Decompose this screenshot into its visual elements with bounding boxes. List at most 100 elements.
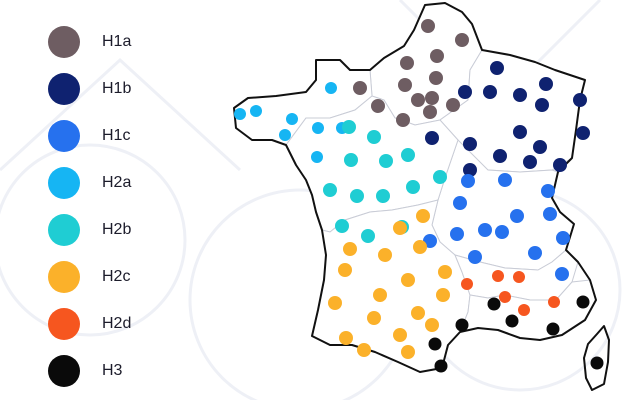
marker-h2c	[401, 273, 415, 287]
marker-h2b	[367, 130, 381, 144]
marker-h2c	[328, 296, 342, 310]
marker-h1b	[490, 61, 504, 75]
legend-item-h3: H3	[48, 347, 198, 394]
marker-h1c	[478, 223, 492, 237]
marker-h1c	[543, 207, 557, 221]
marker-h1a	[455, 33, 469, 47]
marker-h2a	[325, 82, 337, 94]
marker-h1b	[573, 93, 587, 107]
marker-h2d	[499, 291, 511, 303]
marker-h1b	[483, 85, 497, 99]
marker-h2c	[343, 242, 357, 256]
marker-h3	[576, 295, 590, 309]
marker-h1b	[458, 85, 472, 99]
marker-h1c	[541, 184, 555, 198]
legend-label: H3	[102, 361, 123, 379]
marker-h1c	[461, 174, 475, 188]
marker-h1c	[450, 227, 464, 241]
marker-h1b	[463, 137, 477, 151]
marker-h1a	[400, 56, 414, 70]
marker-h1c	[555, 267, 569, 281]
marker-h2c	[393, 328, 407, 342]
marker-h3	[590, 356, 604, 370]
marker-h2b	[335, 219, 349, 233]
marker-h1b	[535, 98, 549, 112]
marker-h1b	[533, 140, 547, 154]
marker-h3	[455, 318, 469, 332]
marker-h2b	[433, 170, 447, 184]
marker-h1c	[495, 225, 509, 239]
marker-h1a	[423, 105, 437, 119]
corsica-outline	[583, 325, 610, 391]
marker-h2a	[234, 108, 246, 120]
marker-h1b	[425, 131, 439, 145]
marker-h2b	[342, 120, 356, 134]
legend-item-h2a: H2a	[48, 159, 198, 206]
marker-h2c	[413, 240, 427, 254]
marker-h2b	[401, 148, 415, 162]
marker-h1c	[498, 173, 512, 187]
legend-label: H2c	[102, 267, 131, 285]
marker-h1b	[493, 149, 507, 163]
marker-h2a	[312, 122, 324, 134]
marker-h3	[434, 359, 448, 373]
marker-h2c	[438, 265, 452, 279]
marker-h2b	[350, 189, 364, 203]
legend-item-h1a: H1a	[48, 18, 198, 65]
legend-swatch	[48, 354, 80, 387]
marker-h1c	[453, 196, 467, 210]
marker-h1c	[510, 209, 524, 223]
marker-h1a	[430, 49, 444, 63]
marker-h2b	[406, 180, 420, 194]
marker-h2d	[461, 278, 473, 290]
marker-h1b	[523, 155, 537, 169]
legend-item-h1c: H1c	[48, 112, 198, 159]
legend-swatch	[48, 166, 80, 199]
legend-label: H1b	[102, 79, 132, 97]
marker-h1a	[425, 91, 439, 105]
marker-h2c	[393, 221, 407, 235]
legend-label: H2a	[102, 173, 132, 191]
marker-h2b	[379, 154, 393, 168]
marker-h2c	[401, 345, 415, 359]
marker-h2b	[376, 189, 390, 203]
legend-item-h2c: H2c	[48, 253, 198, 300]
legend-swatch	[48, 260, 80, 293]
marker-h1c	[528, 246, 542, 260]
legend-item-h1b: H1b	[48, 65, 198, 112]
marker-h2c	[339, 331, 353, 345]
marker-h2a	[250, 105, 262, 117]
marker-h2d	[548, 296, 560, 308]
marker-h2b	[344, 153, 358, 167]
marker-h2d	[492, 270, 504, 282]
legend-swatch	[48, 25, 80, 58]
marker-h1a	[421, 19, 435, 33]
marker-h1a	[353, 81, 367, 95]
marker-h3	[546, 322, 560, 336]
marker-h1a	[371, 99, 385, 113]
legend-swatch	[48, 213, 80, 246]
marker-h1b	[513, 125, 527, 139]
marker-h1c	[556, 231, 570, 245]
marker-h2c	[357, 343, 371, 357]
marker-h3	[487, 297, 501, 311]
marker-h2d	[518, 304, 530, 316]
marker-h2a	[286, 113, 298, 125]
marker-h2d	[513, 271, 525, 283]
marker-h2c	[378, 248, 392, 262]
legend-swatch	[48, 119, 80, 152]
legend-label: H1c	[102, 126, 131, 144]
marker-h1b	[539, 77, 553, 91]
marker-h2b	[361, 229, 375, 243]
marker-h1a	[411, 93, 425, 107]
marker-h1b	[553, 158, 567, 172]
legend-label: H2d	[102, 314, 132, 332]
legend-item-h2b: H2b	[48, 206, 198, 253]
marker-h1b	[463, 163, 477, 177]
marker-h1a	[446, 98, 460, 112]
marker-h2c	[416, 209, 430, 223]
legend-label: H1a	[102, 32, 132, 50]
marker-h2c	[411, 306, 425, 320]
legend-item-h2d: H2d	[48, 300, 198, 347]
